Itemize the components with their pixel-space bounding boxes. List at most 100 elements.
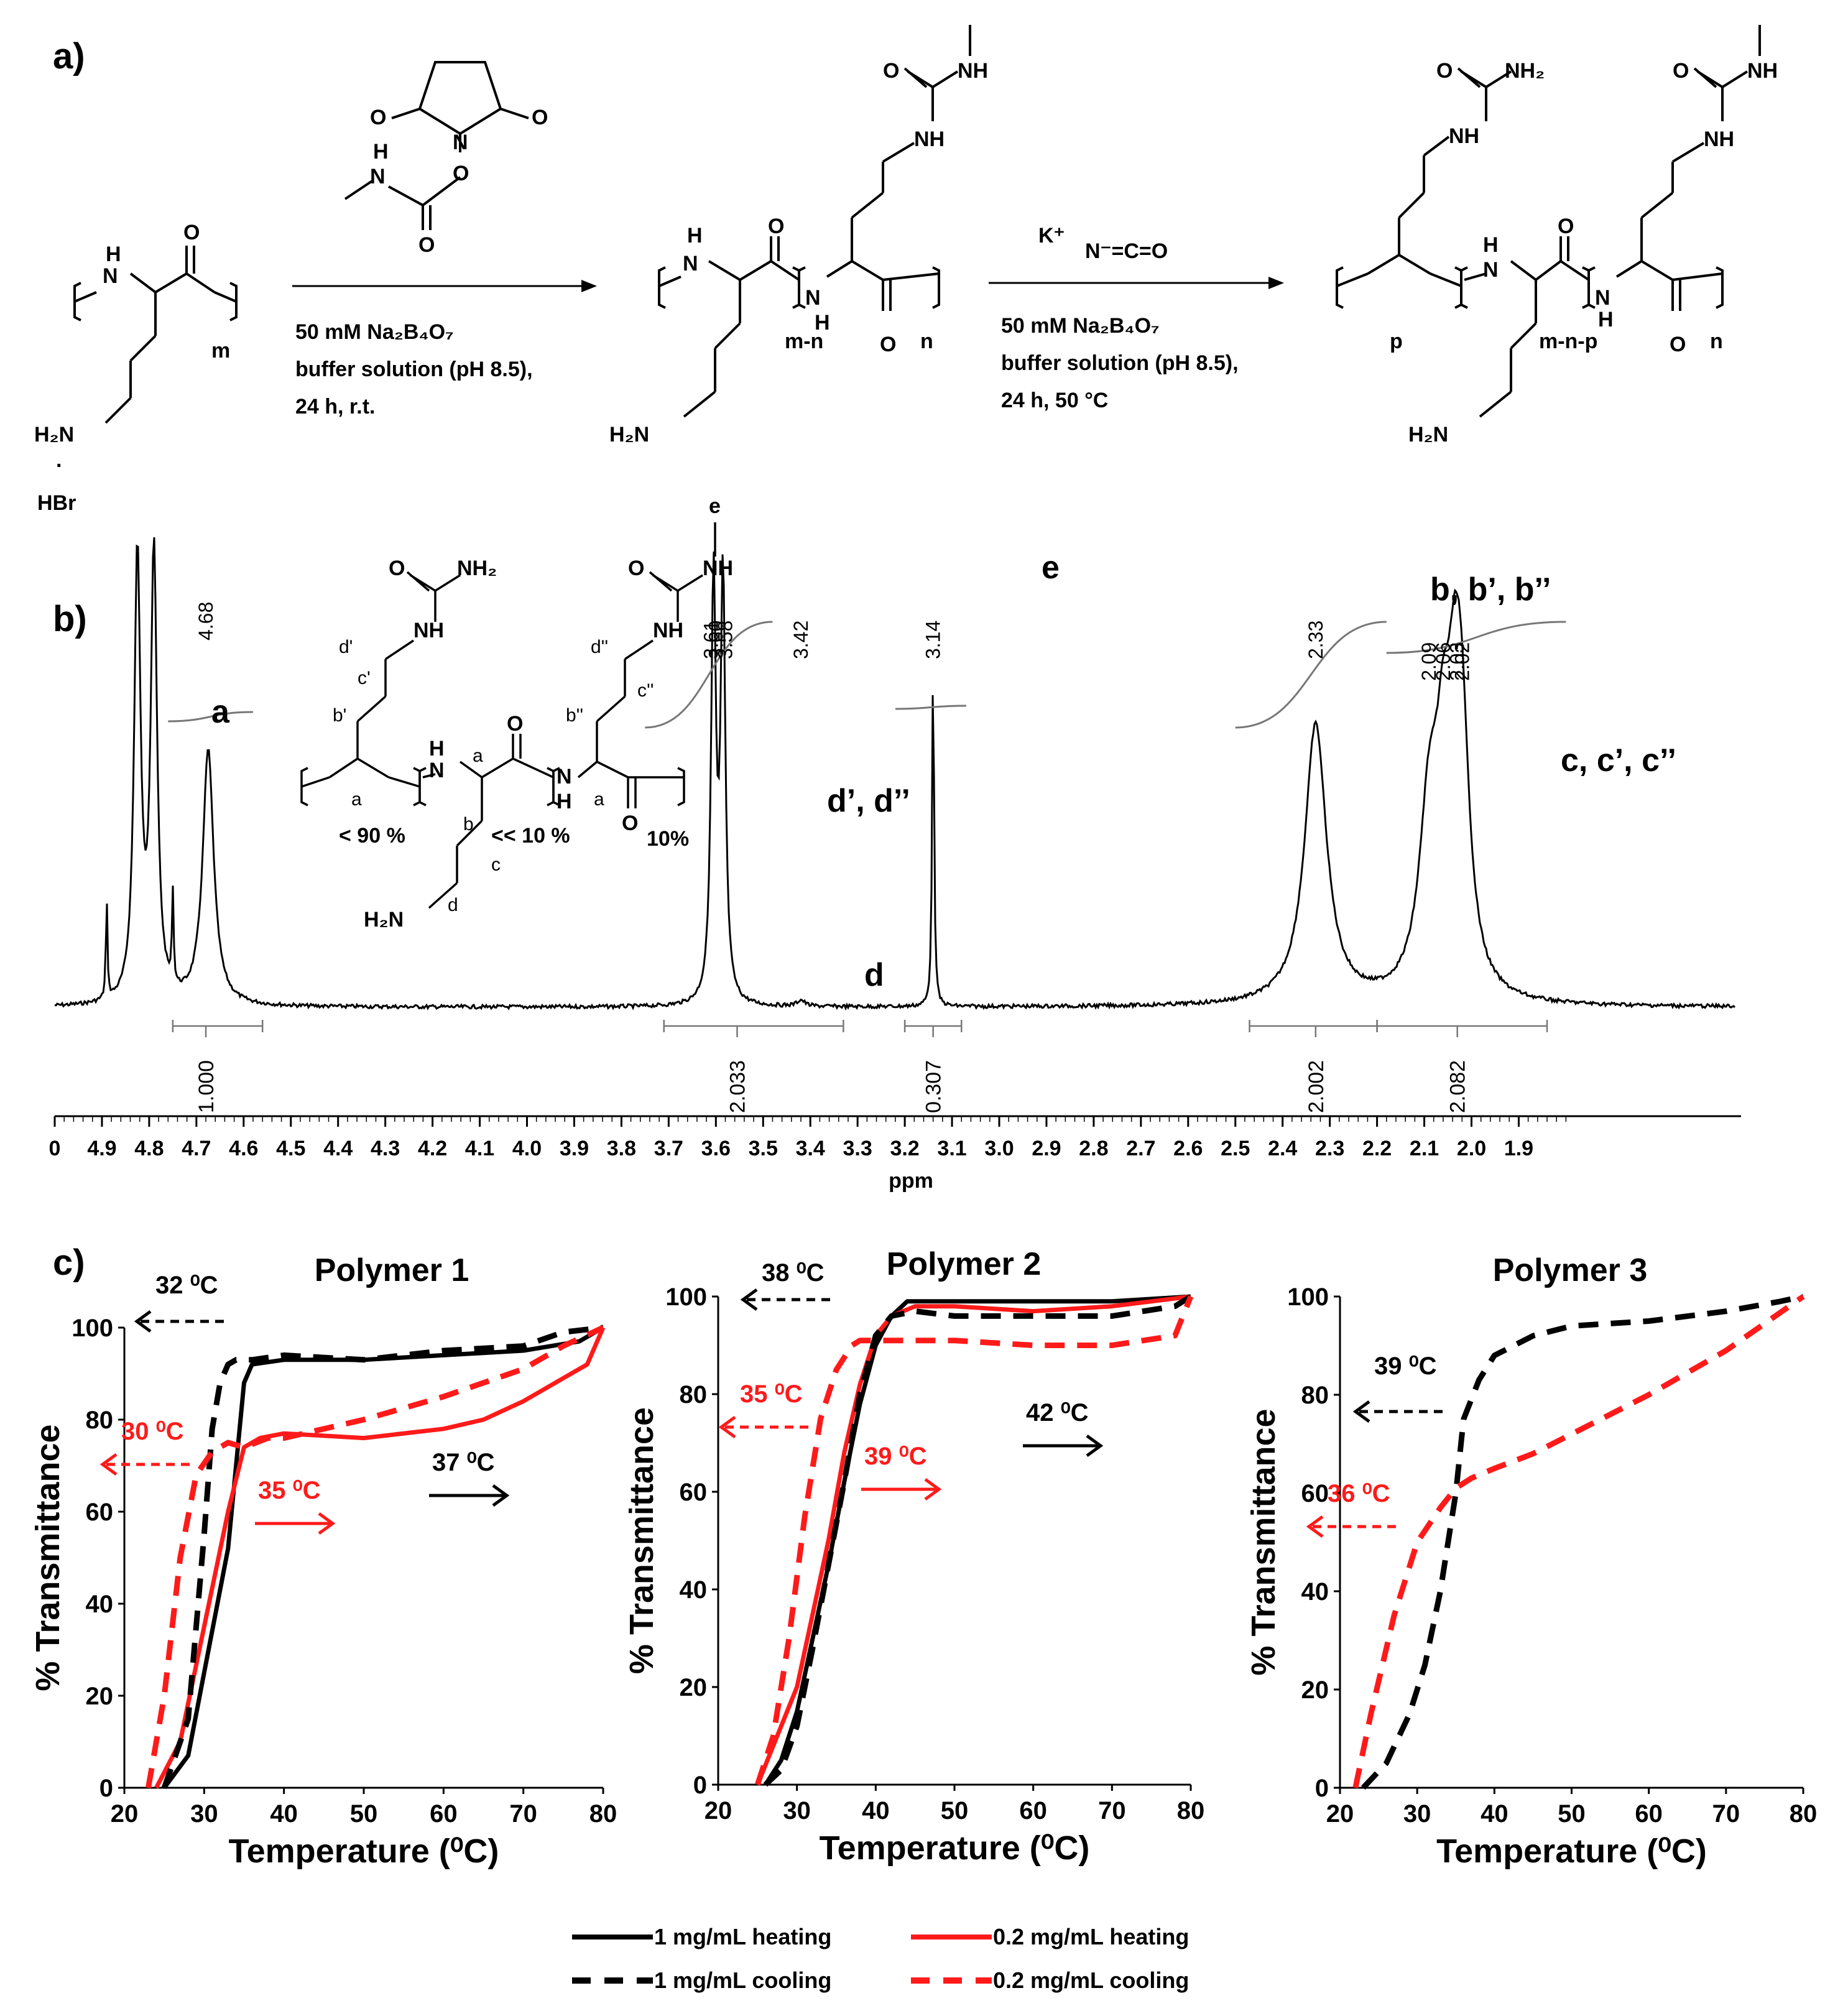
annotation-arrowhead xyxy=(1086,1434,1104,1458)
series-line-0-2-mg-ml-cooling xyxy=(755,1295,1194,1786)
integral-value: 2.082 xyxy=(1446,1060,1470,1113)
annotation-label: 35 ⁰C xyxy=(740,1380,803,1408)
prod-urea2-nh2: NH xyxy=(1747,59,1778,83)
chart-title: Polymer 2 xyxy=(887,1246,1042,1282)
nmr-tick-label: 3.5 xyxy=(749,1137,778,1160)
prod-n: n xyxy=(1710,330,1723,353)
struct-h: H xyxy=(429,737,445,760)
annotation-arrowhead xyxy=(1306,1515,1324,1538)
peak-pick-value: 3.61 xyxy=(700,621,723,659)
annotation-arrowhead xyxy=(99,1453,118,1476)
integral-value: 1.000 xyxy=(195,1060,218,1113)
struct-nh3: NH xyxy=(703,557,733,580)
peak-pick-value: 2.09 xyxy=(1418,642,1440,681)
prod-h2n: H₂N xyxy=(1408,423,1448,446)
integral-curve xyxy=(1235,621,1387,729)
struct-pct1: < 90 % xyxy=(339,824,405,848)
y-tick-label: 20 xyxy=(86,1683,114,1710)
step2-k: K⁺ xyxy=(1038,224,1065,247)
struct-lbl-d2: d'' xyxy=(591,637,608,657)
nmr-tick-label: 2.1 xyxy=(1410,1137,1439,1160)
struct-o4: O xyxy=(622,811,638,835)
x-tick-label: 40 xyxy=(270,1800,298,1828)
series-line-0-2-mg-ml-cooling xyxy=(146,1324,604,1788)
peak-label-d: d xyxy=(864,957,884,993)
inter-nh-h: H xyxy=(815,311,830,335)
monomer-hbr: HBr xyxy=(37,491,76,515)
prod-p: p xyxy=(1390,330,1403,353)
y-tick-label: 80 xyxy=(1301,1382,1329,1409)
series-line-1-mg-ml-cooling xyxy=(161,1324,604,1789)
annotation-label: 30 ⁰C xyxy=(121,1418,184,1445)
nhs-o2: O xyxy=(532,106,548,129)
monomer-structure xyxy=(73,246,238,424)
prod-nh2-h: H xyxy=(1598,308,1614,331)
panel-b: b) xyxy=(49,494,1741,1193)
nmr-tick-label: 3.4 xyxy=(796,1137,825,1160)
nmr-tick-label: 2.7 xyxy=(1126,1137,1155,1160)
annotation-label: 39 ⁰C xyxy=(864,1443,927,1470)
prod-nh-n: N xyxy=(1483,258,1499,282)
peak-pick-value: 3.42 xyxy=(790,621,812,659)
integral-curve xyxy=(645,621,773,729)
panel-a-label: a) xyxy=(53,36,85,76)
nmr-tick-label: 4.2 xyxy=(418,1137,447,1160)
annotation-arrowhead xyxy=(318,1512,336,1535)
x-tick-label: 80 xyxy=(589,1800,617,1828)
integral-value: 0.307 xyxy=(922,1060,946,1113)
y-tick-label: 100 xyxy=(72,1315,113,1342)
x-axis-label: Temperature (⁰C) xyxy=(820,1829,1090,1867)
annotation-label: 37 ⁰C xyxy=(432,1449,495,1476)
x-tick-label: 30 xyxy=(190,1800,218,1828)
x-tick-label: 50 xyxy=(941,1797,969,1824)
nmr-tick-label: 4.4 xyxy=(323,1137,353,1160)
nmr-tick-label: 2.0 xyxy=(1457,1137,1486,1160)
struct-pct3: 10% xyxy=(647,827,689,851)
legend: 1 mg/mL heating 0.2 mg/mL heating 1 mg/m… xyxy=(572,1924,1189,1993)
nmr-trace xyxy=(54,537,1736,1011)
inter-mn: m-n xyxy=(785,330,823,353)
inter-urea-nh: NH xyxy=(914,127,945,151)
peak-label-e: e xyxy=(1042,550,1060,586)
chart-polymer-2: Polymer 220 30 40 50 60 70 80020406080100Tempe… xyxy=(623,1246,1204,1867)
x-tick-label: 60 xyxy=(1019,1797,1047,1824)
peak-label-dd: d’, d’’ xyxy=(827,783,910,819)
panel-b-label: b) xyxy=(53,599,87,639)
struct-h2: H xyxy=(557,790,572,813)
peak-pick-value: 2.06 xyxy=(1432,642,1454,681)
y-axis-label: % Transmittance xyxy=(29,1424,67,1691)
struct-lbl-a2: a xyxy=(473,746,483,766)
step2-line2: buffer solution (pH 8.5), xyxy=(1001,351,1239,375)
x-tick-label: 70 xyxy=(1098,1797,1126,1824)
nmr-tick-label: 2.8 xyxy=(1079,1137,1108,1160)
monomer-h2n: H₂N xyxy=(34,423,74,446)
legend-1mg-cooling: 1 mg/mL cooling xyxy=(654,1967,831,1993)
nhs-o1: O xyxy=(370,106,386,129)
y-tick-label: 40 xyxy=(86,1591,114,1618)
prod-urea2-nh: NH xyxy=(1704,127,1734,151)
x-tick-label: 40 xyxy=(862,1797,890,1824)
x-tick-label: 30 xyxy=(783,1797,811,1824)
y-tick-label: 60 xyxy=(86,1499,114,1526)
nmr-tick-label: 3.2 xyxy=(890,1137,919,1160)
struct-lbl-a3: a xyxy=(594,789,604,810)
peak-pick-value: 3.58 xyxy=(714,621,736,659)
nmr-tick-label: 4.3 xyxy=(371,1137,400,1160)
x-axis-label: Temperature (⁰C) xyxy=(1436,1833,1707,1870)
peak-label-bbb: b, b’, b’’ xyxy=(1430,571,1551,608)
struct-n1: N xyxy=(429,759,445,782)
struct-e: e xyxy=(709,494,721,518)
monomer-n: N xyxy=(103,264,118,288)
annotation-label: 36 ⁰C xyxy=(1328,1480,1390,1507)
struct-lbl-d1: d' xyxy=(339,637,353,657)
nmr-tick-label: 3.7 xyxy=(654,1137,683,1160)
x-tick-label: 60 xyxy=(1635,1800,1663,1828)
nmr-tick-label: 4.9 xyxy=(87,1137,116,1160)
chart-polymer-1: Polymer 120 30 40 50 60 70 80020406080100Tempe… xyxy=(29,1252,617,1870)
x-tick-label: 70 xyxy=(1712,1800,1740,1828)
y-tick-label: 60 xyxy=(680,1479,708,1506)
step1-line1: 50 mM Na₂B₄O₇ xyxy=(295,320,454,344)
x-tick-label: 20 xyxy=(705,1797,732,1824)
prod-nh-h: H xyxy=(1483,233,1499,257)
